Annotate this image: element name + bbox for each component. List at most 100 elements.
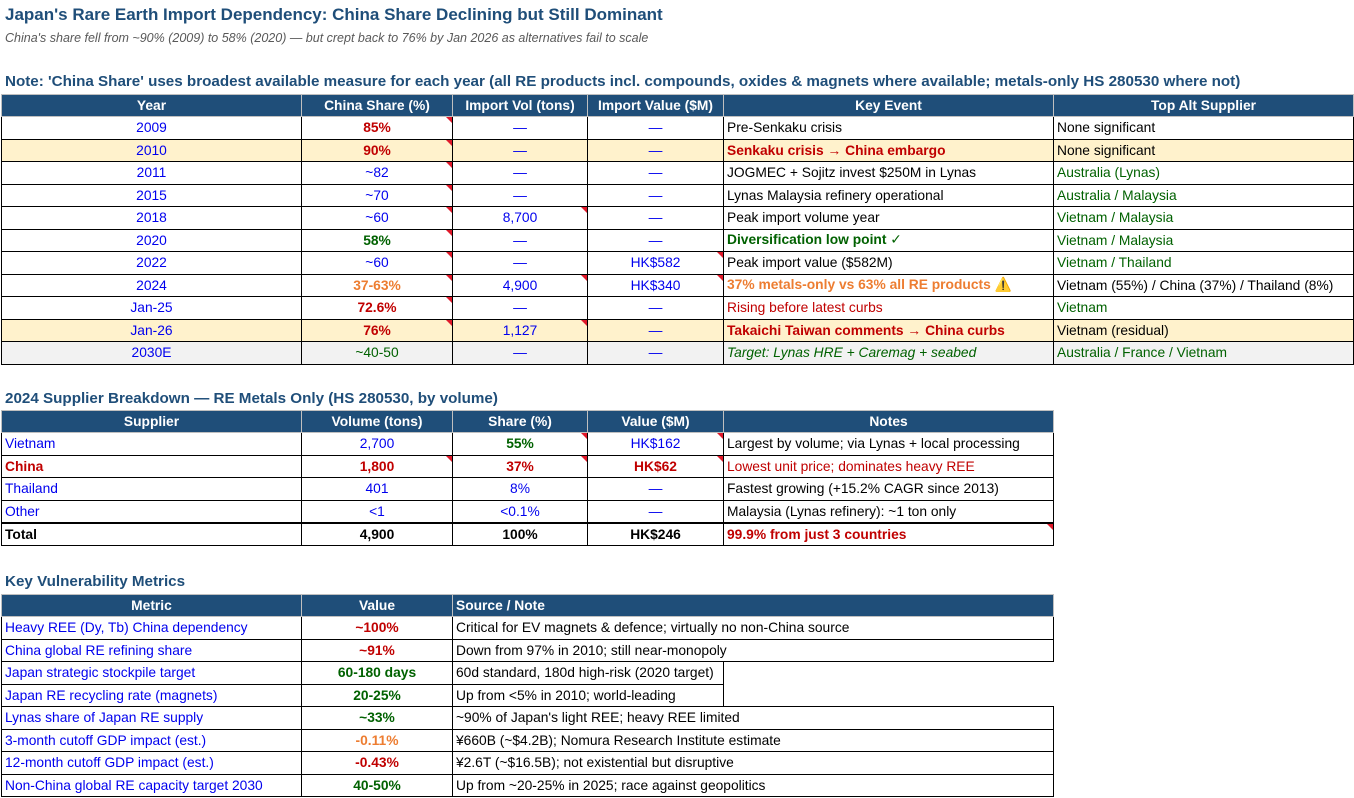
share-cell[interactable]: ~60 bbox=[301, 251, 453, 275]
col-header-metric[interactable]: Metric bbox=[1, 594, 302, 617]
col-header-import-vol[interactable]: Import Vol (tons) bbox=[452, 94, 588, 117]
value-cell[interactable]: — bbox=[587, 228, 724, 252]
metric-value-cell[interactable]: 60-180 days bbox=[301, 661, 453, 685]
event-cell[interactable]: Pre-Senkaku crisis bbox=[723, 116, 1054, 140]
year-cell[interactable]: 2022 bbox=[1, 251, 302, 275]
event-cell[interactable]: Takaichi Taiwan comments → China curbs bbox=[723, 318, 1054, 342]
volume-cell[interactable]: 1,800 bbox=[301, 454, 453, 478]
metric-cell[interactable]: Heavy REE (Dy, Tb) China dependency bbox=[1, 616, 302, 640]
total-volume-cell[interactable]: 4,900 bbox=[301, 521, 453, 546]
notes-cell[interactable]: Largest by volume; via Lynas + local pro… bbox=[723, 432, 1054, 456]
share-cell[interactable]: 85% bbox=[301, 116, 453, 140]
supplier-cell[interactable]: Vietnam (55%) / China (37%) / Thailand (… bbox=[1053, 273, 1354, 297]
source-note-cell[interactable]: 60d standard, 180d high-risk (2020 targe… bbox=[452, 661, 724, 685]
year-cell[interactable]: Jan-25 bbox=[1, 296, 302, 320]
supplier-cell[interactable]: Vietnam / Thailand bbox=[1053, 251, 1354, 275]
event-cell[interactable]: Peak import value ($582M) bbox=[723, 251, 1054, 275]
col-header-import-value[interactable]: Import Value ($M) bbox=[587, 94, 724, 117]
share-cell[interactable]: 37-63% bbox=[301, 273, 453, 297]
col-header-value[interactable]: Value ($M) bbox=[587, 410, 724, 433]
value-cell[interactable]: — bbox=[587, 318, 724, 342]
year-cell[interactable]: 2010 bbox=[1, 138, 302, 162]
event-cell[interactable]: Diversification low point ✓ bbox=[723, 228, 1054, 252]
metric-cell[interactable]: Non-China global RE capacity target 2030 bbox=[1, 773, 302, 797]
metric-value-cell[interactable]: ~33% bbox=[301, 706, 453, 730]
event-cell[interactable]: Peak import volume year bbox=[723, 206, 1054, 230]
value-cell[interactable]: HK$62 bbox=[587, 454, 724, 478]
year-cell[interactable]: 2020 bbox=[1, 228, 302, 252]
total-notes-cell[interactable]: 99.9% from just 3 countries bbox=[723, 521, 1054, 546]
value-cell[interactable]: — bbox=[587, 116, 724, 140]
total-label-cell[interactable]: Total bbox=[1, 521, 302, 546]
supplier-cell[interactable]: None significant bbox=[1053, 116, 1354, 140]
event-cell[interactable]: Target: Lynas HRE + Caremag + seabed bbox=[723, 341, 1054, 365]
metric-cell[interactable]: 12-month cutoff GDP impact (est.) bbox=[1, 751, 302, 775]
notes-cell[interactable]: Fastest growing (+15.2% CAGR since 2013) bbox=[723, 477, 1054, 501]
metric-value-cell[interactable]: -0.11% bbox=[301, 728, 453, 752]
value-cell[interactable]: — bbox=[587, 206, 724, 230]
supplier-cell[interactable]: Vietnam / Malaysia bbox=[1053, 228, 1354, 252]
source-note-cell[interactable]: Down from 97% in 2010; still near-monopo… bbox=[452, 638, 1054, 662]
col-header-china-share[interactable]: China Share (%) bbox=[301, 94, 453, 117]
vol-cell[interactable]: 1,127 bbox=[452, 318, 588, 342]
supplier-cell[interactable]: None significant bbox=[1053, 138, 1354, 162]
event-cell[interactable]: JOGMEC + Sojitz invest $250M in Lynas bbox=[723, 161, 1054, 185]
notes-cell[interactable]: Lowest unit price; dominates heavy REE bbox=[723, 454, 1054, 478]
vol-cell[interactable]: 8,700 bbox=[452, 206, 588, 230]
share-cell[interactable]: 55% bbox=[452, 432, 588, 456]
value-cell[interactable]: — bbox=[587, 138, 724, 162]
total-share-cell[interactable]: 100% bbox=[452, 521, 588, 546]
metric-value-cell[interactable]: 20-25% bbox=[301, 683, 453, 707]
value-cell[interactable]: HK$340 bbox=[587, 273, 724, 297]
metric-cell[interactable]: Lynas share of Japan RE supply bbox=[1, 706, 302, 730]
event-cell[interactable]: Senkaku crisis → China embargo bbox=[723, 138, 1054, 162]
share-cell[interactable]: 72.6% bbox=[301, 296, 453, 320]
event-cell[interactable]: Rising before latest curbs bbox=[723, 296, 1054, 320]
year-cell[interactable]: Jan-26 bbox=[1, 318, 302, 342]
share-cell[interactable]: ~82 bbox=[301, 161, 453, 185]
supplier-cell[interactable]: Other bbox=[1, 499, 302, 523]
source-note-cell[interactable]: Up from <5% in 2010; world-leading bbox=[452, 683, 724, 707]
supplier-cell[interactable]: Vietnam bbox=[1053, 296, 1354, 320]
notes-cell[interactable]: Malaysia (Lynas refinery): ~1 ton only bbox=[723, 499, 1054, 523]
metric-cell[interactable]: Japan RE recycling rate (magnets) bbox=[1, 683, 302, 707]
year-cell[interactable]: 2015 bbox=[1, 183, 302, 207]
vol-cell[interactable]: 4,900 bbox=[452, 273, 588, 297]
vol-cell[interactable]: — bbox=[452, 251, 588, 275]
supplier-cell[interactable]: Australia / Malaysia bbox=[1053, 183, 1354, 207]
share-cell[interactable]: ~40-50 bbox=[301, 341, 453, 365]
vol-cell[interactable]: — bbox=[452, 296, 588, 320]
vol-cell[interactable]: — bbox=[452, 161, 588, 185]
year-cell[interactable]: 2030E bbox=[1, 341, 302, 365]
col-header-key-event[interactable]: Key Event bbox=[723, 94, 1054, 117]
year-cell[interactable]: 2018 bbox=[1, 206, 302, 230]
supplier-cell[interactable]: Vietnam / Malaysia bbox=[1053, 206, 1354, 230]
col-header-supplier[interactable]: Supplier bbox=[1, 410, 302, 433]
supplier-cell[interactable]: China bbox=[1, 454, 302, 478]
year-cell[interactable]: 2024 bbox=[1, 273, 302, 297]
total-value-cell[interactable]: HK$246 bbox=[587, 521, 724, 546]
share-cell[interactable]: <0.1% bbox=[452, 499, 588, 523]
vol-cell[interactable]: — bbox=[452, 183, 588, 207]
col-header-year[interactable]: Year bbox=[1, 94, 302, 117]
value-cell[interactable]: — bbox=[587, 499, 724, 523]
share-cell[interactable]: 37% bbox=[452, 454, 588, 478]
source-note-cell[interactable]: Up from ~20-25% in 2025; race against ge… bbox=[452, 773, 1054, 797]
share-cell[interactable]: 90% bbox=[301, 138, 453, 162]
source-note-cell[interactable]: Critical for EV magnets & defence; virtu… bbox=[452, 616, 1054, 640]
supplier-cell[interactable]: Vietnam (residual) bbox=[1053, 318, 1354, 342]
col-header-share[interactable]: Share (%) bbox=[452, 410, 588, 433]
event-cell[interactable]: Lynas Malaysia refinery operational bbox=[723, 183, 1054, 207]
value-cell[interactable]: HK$162 bbox=[587, 432, 724, 456]
share-cell[interactable]: 8% bbox=[452, 477, 588, 501]
event-cell[interactable]: 37% metals-only vs 63% all RE products ⚠… bbox=[723, 273, 1054, 297]
value-cell[interactable]: — bbox=[587, 161, 724, 185]
value-cell[interactable]: — bbox=[587, 183, 724, 207]
volume-cell[interactable]: <1 bbox=[301, 499, 453, 523]
volume-cell[interactable]: 2,700 bbox=[301, 432, 453, 456]
source-note-cell[interactable]: ~90% of Japan's light REE; heavy REE lim… bbox=[452, 706, 1054, 730]
metric-value-cell[interactable]: ~100% bbox=[301, 616, 453, 640]
value-cell[interactable]: HK$582 bbox=[587, 251, 724, 275]
vol-cell[interactable]: — bbox=[452, 341, 588, 365]
col-header-volume[interactable]: Volume (tons) bbox=[301, 410, 453, 433]
